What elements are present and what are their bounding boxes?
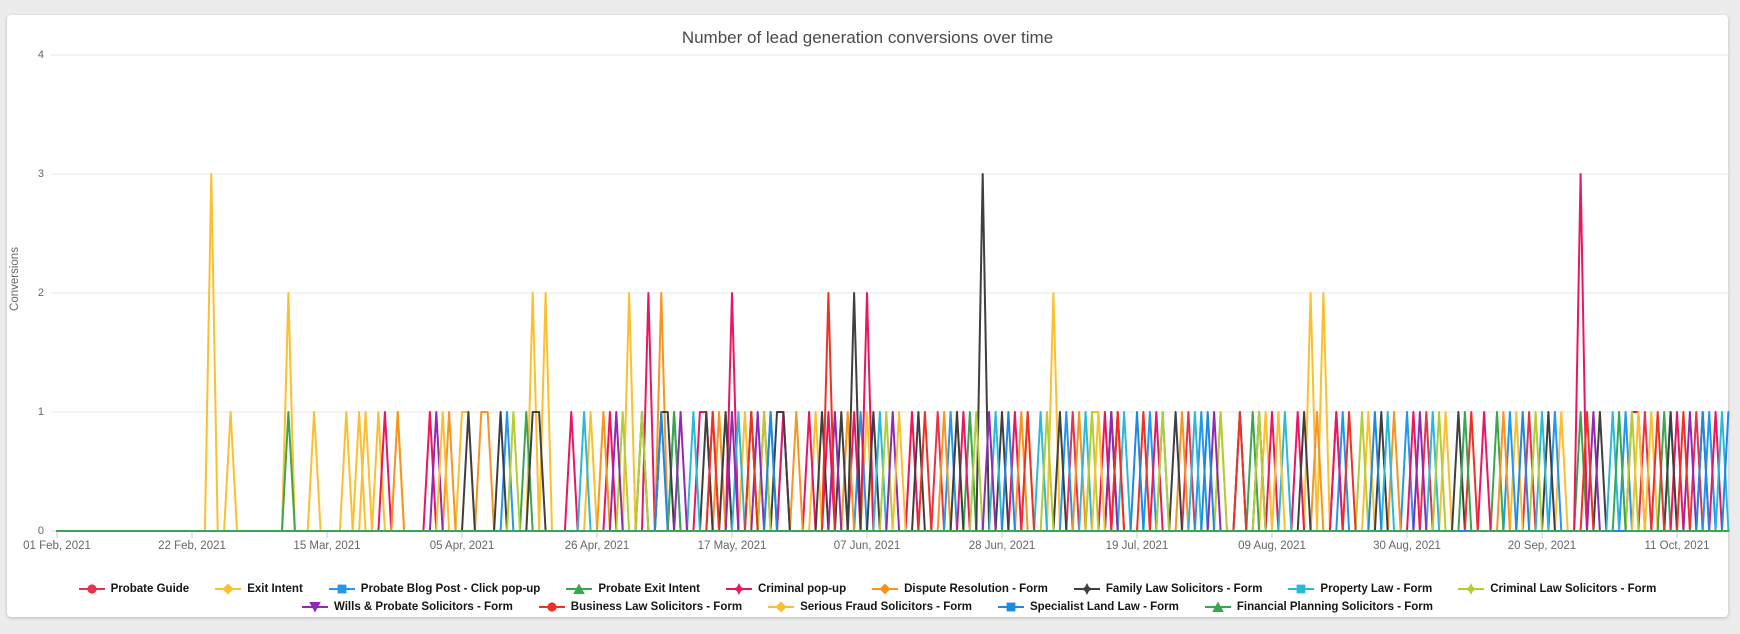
- legend-row: Wills & Probate Solicitors - Form Busines…: [7, 599, 1728, 615]
- legend-marker-icon: [997, 602, 1024, 612]
- legend-marker-icon: [215, 583, 242, 595]
- legend-item-probate-blog-post-click-pop-up[interactable]: Probate Blog Post - Click pop-up: [328, 583, 541, 595]
- legend-marker-icon: [78, 584, 105, 594]
- legend-item-probate-exit-intent[interactable]: Probate Exit Intent: [566, 583, 700, 595]
- series-line: [56, 411, 1730, 532]
- legend-item-property-law-form[interactable]: Property Law - Form: [1288, 583, 1432, 595]
- legend-marker-icon: [538, 602, 565, 612]
- y-tick-label: 3: [37, 168, 44, 180]
- legend-label: Business Law Solicitors - Form: [570, 601, 743, 613]
- legend-marker-icon: [1204, 601, 1231, 612]
- x-tick-label: 15 Mar, 2021: [293, 540, 361, 552]
- legend-item-specialist-land-law-form[interactable]: Specialist Land Law - Form: [997, 601, 1179, 613]
- legend-item-criminal-law-solicitors-form[interactable]: Criminal Law Solicitors - Form: [1458, 583, 1656, 595]
- legend-row: Probate Guide Exit Intent Probate Blog Pos…: [7, 581, 1728, 597]
- legend-label: Wills & Probate Solicitors - Form: [333, 601, 513, 613]
- chart-legend: Probate Guide Exit Intent Probate Blog Pos…: [7, 581, 1728, 617]
- y-tick-label: 1: [37, 406, 44, 418]
- legend-item-criminal-pop-up[interactable]: Criminal pop-up: [725, 583, 847, 595]
- y-tick-label: 0: [37, 525, 44, 537]
- legend-item-family-law-solicitors-form[interactable]: Family Law Solicitors - Form: [1073, 583, 1263, 595]
- x-tick-label: 20 Sep, 2021: [1507, 540, 1577, 552]
- legend-item-exit-intent[interactable]: Exit Intent: [215, 583, 303, 595]
- legend-item-financial-planning-solicitors-form[interactable]: Financial Planning Solicitors - Form: [1204, 601, 1434, 613]
- legend-label: Financial Planning Solicitors - Form: [1236, 601, 1434, 613]
- legend-label: Criminal pop-up: [757, 583, 847, 595]
- legend-label: Dispute Resolution - Form: [904, 583, 1048, 595]
- legend-item-dispute-resolution-form[interactable]: Dispute Resolution - Form: [872, 583, 1048, 595]
- x-tick-label: 28 Jun, 2021: [968, 540, 1036, 552]
- x-tick-label: 09 Aug, 2021: [1238, 540, 1306, 552]
- series-line: [56, 173, 1730, 532]
- x-tick-label: 30 Aug, 2021: [1373, 540, 1441, 552]
- x-tick-label: 19 Jul, 2021: [1105, 540, 1169, 552]
- x-tick-label: 22 Feb, 2021: [158, 540, 226, 552]
- series-line: [56, 173, 1730, 532]
- legend-label: Probate Blog Post - Click pop-up: [360, 583, 541, 595]
- chart-title: Number of lead generation conversions ov…: [681, 28, 1054, 47]
- legend-marker-icon: [872, 583, 899, 595]
- legend-marker-icon: [328, 584, 355, 594]
- legend-label: Family Law Solicitors - Form: [1105, 583, 1263, 595]
- legend-label: Exit Intent: [247, 583, 303, 595]
- legend-item-serious-fraud-solicitors-form[interactable]: Serious Fraud Solicitors - Form: [768, 601, 972, 613]
- legend-marker-icon: [1458, 583, 1485, 595]
- legend-label: Property Law - Form: [1320, 583, 1433, 595]
- legend-label: Probate Exit Intent: [598, 583, 700, 595]
- legend-marker-icon: [725, 583, 752, 595]
- legend-label: Serious Fraud Solicitors - Form: [800, 601, 972, 613]
- legend-marker-icon: [1073, 583, 1100, 595]
- series-line: [56, 173, 1730, 532]
- legend-marker-icon: [566, 583, 593, 594]
- legend-label: Specialist Land Law - Form: [1029, 601, 1179, 613]
- x-tick-label: 01 Feb, 2021: [23, 540, 91, 552]
- legend-item-probate-guide[interactable]: Probate Guide: [78, 583, 190, 595]
- plot-area: [51, 54, 1730, 538]
- y-tick-label: 2: [37, 287, 44, 299]
- x-tick-label: 07 Jun, 2021: [833, 540, 901, 552]
- x-tick-label: 26 Apr, 2021: [564, 540, 630, 552]
- legend-marker-icon: [301, 602, 328, 613]
- legend-item-business-law-solicitors-form[interactable]: Business Law Solicitors - Form: [538, 601, 743, 613]
- x-tick-label: 11 Oct, 2021: [1644, 540, 1710, 552]
- legend-label: Probate Guide: [110, 583, 190, 595]
- x-tick-label: 05 Apr, 2021: [429, 540, 495, 552]
- legend-label: Criminal Law Solicitors - Form: [1490, 583, 1657, 595]
- chart-card: Number of lead generation conversions ov…: [7, 15, 1730, 617]
- legend-item-wills-probate-solicitors-form[interactable]: Wills & Probate Solicitors - Form: [301, 601, 513, 613]
- y-tick-label: 4: [37, 49, 44, 61]
- legend-marker-icon: [768, 601, 795, 613]
- x-tick-label: 17 May, 2021: [697, 540, 767, 552]
- legend-marker-icon: [1288, 584, 1315, 594]
